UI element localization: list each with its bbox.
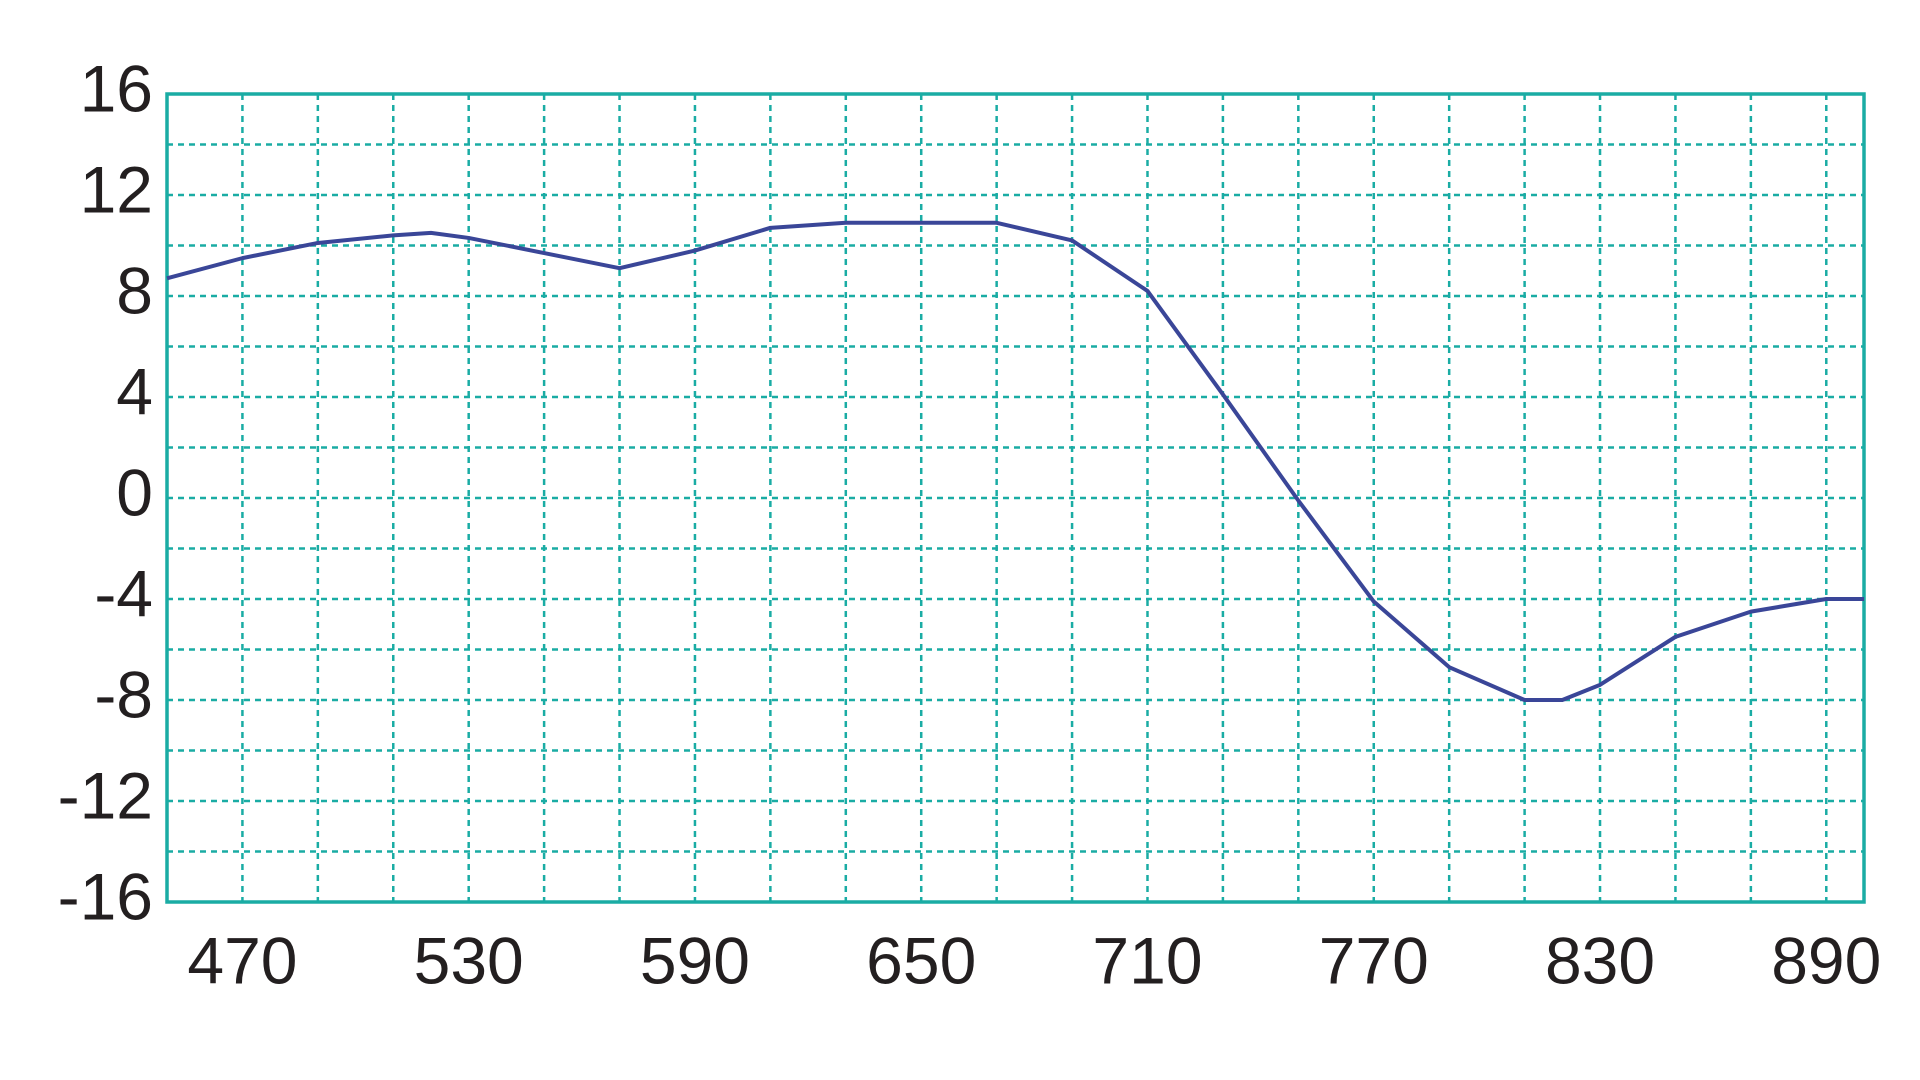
y-tick-label: 16: [80, 51, 153, 125]
x-tick-label: 710: [1092, 923, 1202, 997]
y-tick-label: 0: [116, 455, 153, 529]
y-tick-label: 12: [80, 152, 153, 226]
x-tick-label: 590: [640, 923, 750, 997]
y-tick-label: -8: [94, 657, 153, 731]
y-tick-label: -16: [58, 859, 153, 933]
x-tick-label: 830: [1545, 923, 1655, 997]
x-tick-label: 530: [414, 923, 524, 997]
plot-frame: [165, 92, 1866, 904]
x-tick-label: 650: [866, 923, 976, 997]
y-tick-label: 4: [116, 354, 153, 428]
y-tick-label: -12: [58, 758, 153, 832]
x-tick-label: 470: [187, 923, 297, 997]
x-tick-label: 890: [1771, 923, 1881, 997]
data-line: [166, 220, 1864, 702]
x-tick-label: 770: [1319, 923, 1429, 997]
y-tick-label: -4: [94, 556, 153, 630]
y-tick-label: 8: [116, 253, 153, 327]
